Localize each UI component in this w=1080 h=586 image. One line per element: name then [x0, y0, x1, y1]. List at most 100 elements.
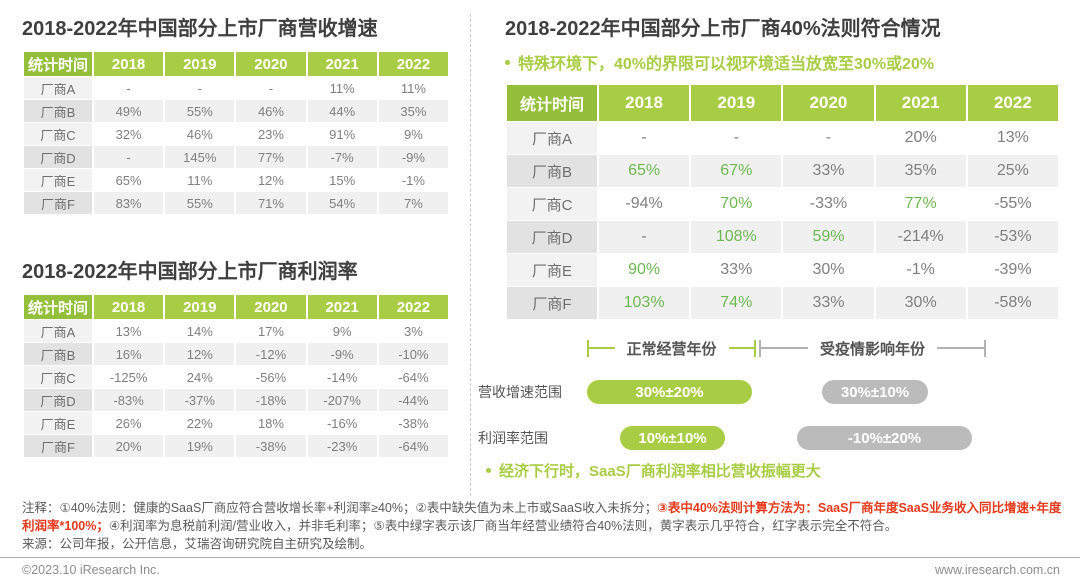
rule40-table: 统计时间 2018 2019 2020 2021 2022 厂商A - - -20% 13% 厂商B 6…: [505, 84, 1060, 320]
revenue-range-label: 营收增速范围: [478, 384, 562, 400]
value-cell: 90%: [599, 254, 690, 286]
value-cell: -38%: [236, 435, 306, 457]
table-row: 厂商C -125% 24% -56% -14% -64%: [24, 366, 448, 388]
value-cell: 9%: [307, 320, 377, 342]
value-cell: 17%: [236, 320, 306, 342]
value-cell: -53%: [967, 221, 1058, 253]
value-cell: -64%: [378, 435, 448, 457]
year-header: 2018: [94, 295, 164, 319]
table-row: 厂商B 16% 12% -12% -9% -10%: [24, 343, 448, 365]
table-header-row: 统计时间 2018 2019 2020 2021 2022: [24, 295, 448, 319]
value-cell: 46%: [165, 123, 235, 145]
value-cell: 30%: [783, 254, 874, 286]
value-cell: 83%: [94, 192, 164, 214]
vendor-label: 厂商E: [24, 169, 92, 191]
value-cell: -: [599, 221, 690, 253]
profit-range-covid-pill: -10%±20%: [797, 426, 972, 450]
bracket-tick-icon: [587, 339, 589, 357]
value-cell: 103%: [599, 287, 690, 319]
value-cell: -7%: [307, 146, 377, 168]
value-cell: 11%: [165, 169, 235, 191]
footer-divider: [0, 557, 1080, 558]
year-header: 2019: [165, 295, 235, 319]
value-cell: 91%: [307, 123, 377, 145]
value-cell: -: [165, 77, 235, 99]
value-cell: 12%: [236, 169, 306, 191]
bracket-line: [937, 347, 985, 349]
section-divider: [470, 14, 471, 496]
value-cell: 65%: [94, 169, 164, 191]
left-column: 2018-2022年中国部分上市厂商营收增速 统计时间 2018 2019 2020 2…: [22, 12, 450, 458]
stat-period-header: 统计时间: [507, 85, 597, 121]
footnote-paragraph: 注释：①40%法则：健康的SaaS厂商应符合营收增长率+利润率≥40%；②表中缺…: [22, 499, 1062, 535]
source-line: 来源：公司年报，公开信息，艾瑞咨询研究院自主研究及绘制。: [22, 537, 373, 552]
year-header: 2021: [875, 85, 966, 121]
value-cell: -125%: [94, 366, 164, 388]
value-cell: 77%: [236, 146, 306, 168]
value-cell: -: [783, 122, 874, 154]
vendor-label: 厂商C: [507, 188, 597, 220]
covid-years-label: 受疫情影响年份: [820, 340, 926, 358]
value-cell: -214%: [875, 221, 966, 253]
covid-years-bracket: 受疫情影响年份: [759, 338, 987, 358]
value-cell: -12%: [236, 343, 306, 365]
table-header-row: 统计时间 2018 2019 2020 2021 2022: [24, 52, 448, 76]
table-row: 厂商A - - -11% 11%: [24, 77, 448, 99]
vendor-label: 厂商B: [24, 343, 92, 365]
vendor-label: 厂商F: [507, 287, 597, 319]
table-row: 厂商A - - -20% 13%: [507, 122, 1058, 154]
footnote-part3: ④利润率为息税前利润/营业收入，并非毛利率；⑤表中绿字表示该厂商当年经营业绩符合…: [108, 519, 898, 534]
vendor-label: 厂商E: [507, 254, 597, 286]
table-row: 厂商C -94% 70% -33% 77% -55%: [507, 188, 1058, 220]
table-row: 厂商D -83% -37% -18% -207% -44%: [24, 389, 448, 411]
footer: ©2023.10 iResearch Inc. www.iresearch.co…: [22, 563, 1060, 577]
downturn-note: 经济下行时，SaaS厂商利润率相比营收振幅更大: [486, 460, 821, 481]
revenue-growth-table: 统计时间 2018 2019 2020 2021 2022 厂商A - - -11% 11% 厂商B 4…: [22, 51, 450, 215]
year-header: 2019: [691, 85, 782, 121]
table-row: 厂商E 65% 11% 12% 15% -1%: [24, 169, 448, 191]
website-text: www.iresearch.com.cn: [934, 563, 1060, 577]
value-cell: 24%: [165, 366, 235, 388]
table-row: 厂商D -108% 59% -214% -53%: [507, 221, 1058, 253]
value-cell: 9%: [378, 123, 448, 145]
value-cell: 35%: [875, 155, 966, 187]
footnote-part1: 注释：①40%法则：健康的SaaS厂商应符合营收增长率+利润率≥40%；②表中缺…: [22, 501, 658, 515]
value-cell: 55%: [165, 192, 235, 214]
value-cell: 33%: [783, 287, 874, 319]
vendor-label: 厂商F: [24, 192, 92, 214]
value-cell: 26%: [94, 412, 164, 434]
vendor-label: 厂商D: [24, 146, 92, 168]
value-cell: -16%: [307, 412, 377, 434]
value-cell: 54%: [307, 192, 377, 214]
copyright-text: ©2023.10 iResearch Inc.: [22, 563, 160, 577]
value-cell: -207%: [307, 389, 377, 411]
table-header-row: 统计时间 2018 2019 2020 2021 2022: [507, 85, 1058, 121]
value-cell: -83%: [94, 389, 164, 411]
year-header: 2020: [783, 85, 874, 121]
value-cell: -1%: [875, 254, 966, 286]
year-header: 2022: [378, 295, 448, 319]
vendor-label: 厂商B: [24, 100, 92, 122]
value-cell: -64%: [378, 366, 448, 388]
range-legend: 正常经营年份 受疫情影响年份 营收增速范围 30%±20% 30%±10% 利润…: [478, 332, 1064, 494]
revenue-range-covid-pill: 30%±10%: [822, 380, 928, 404]
vendor-label: 厂商D: [507, 221, 597, 253]
value-cell: 44%: [307, 100, 377, 122]
profit-margin-table: 统计时间 2018 2019 2020 2021 2022 厂商A 13% 14% 17% 9% 3%…: [22, 294, 450, 458]
value-cell: 70%: [691, 188, 782, 220]
value-cell: 18%: [236, 412, 306, 434]
vendor-label: 厂商E: [24, 412, 92, 434]
profit-margin-title: 2018-2022年中国部分上市厂商利润率: [22, 261, 358, 283]
vendor-label: 厂商A: [24, 77, 92, 99]
value-cell: 23%: [236, 123, 306, 145]
year-header: 2021: [307, 52, 377, 76]
value-cell: -14%: [307, 366, 377, 388]
revenue-range-normal-pill: 30%±20%: [587, 380, 752, 404]
value-cell: 13%: [94, 320, 164, 342]
value-cell: -: [94, 77, 164, 99]
vendor-label: 厂商B: [507, 155, 597, 187]
value-cell: 11%: [307, 77, 377, 99]
bullet-icon: [486, 468, 491, 473]
value-cell: -23%: [307, 435, 377, 457]
rule40-note: 特殊环境下，40%的界限可以视环境适当放宽至30%或20%: [505, 50, 1061, 74]
